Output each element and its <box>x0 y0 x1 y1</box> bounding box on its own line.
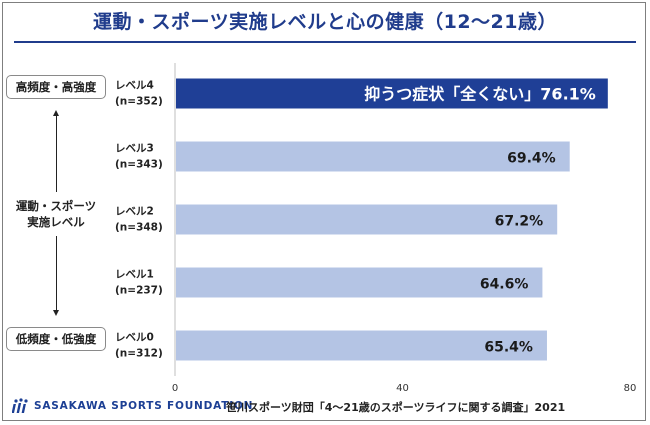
scale-arrow-line-bottom <box>56 236 57 311</box>
data-label: 65.4% <box>484 340 533 356</box>
title-underline <box>14 41 636 43</box>
foundation-logo: SASAKAWA SPORTS FOUNDATION <box>12 398 253 414</box>
source-note: 笹川スポーツ財団「4～21歳のスポーツライフに関する調査」2021 <box>226 401 566 414</box>
low-intensity-box: 低頻度・低強度 <box>6 327 106 351</box>
bar-レベル4 <box>176 78 608 109</box>
x-tick-label: 80 <box>624 383 637 394</box>
category-label: レベル3 <box>115 143 154 155</box>
data-label: 69.4% <box>507 151 556 167</box>
category-label: レベル1 <box>115 269 154 281</box>
category-label: レベル0 <box>115 332 154 344</box>
low-intensity-label: 低頻度・低強度 <box>15 332 97 346</box>
sample-size-label: (n=352) <box>115 96 163 108</box>
sample-size-label: (n=343) <box>115 159 163 171</box>
high-intensity-box: 高頻度・高強度 <box>6 75 106 99</box>
high-intensity-label: 高頻度・高強度 <box>15 80 97 94</box>
intensity-axis-label-line2: 実施レベル <box>27 215 85 229</box>
foundation-logo-text: SASAKAWA SPORTS FOUNDATION <box>34 400 254 412</box>
arrow-up-icon <box>53 110 59 116</box>
bar-レベル3 <box>176 141 570 172</box>
x-tick-label: 0 <box>172 383 178 394</box>
intensity-axis-label: 運動・スポーツ 実施レベル <box>6 198 106 230</box>
category-label: レベル4 <box>115 80 154 92</box>
chart-frame <box>2 2 646 421</box>
bar-レベル0 <box>176 330 547 361</box>
bar-レベル1 <box>176 267 543 298</box>
chart-title: 運動・スポーツ実施レベルと心の健康（12～21歳） <box>92 11 557 33</box>
sample-size-label: (n=312) <box>115 348 163 360</box>
category-label: レベル2 <box>115 206 154 218</box>
sample-size-label: (n=348) <box>115 222 163 234</box>
intensity-axis-label-line1: 運動・スポーツ <box>15 199 97 213</box>
highlight-data-label: 抑うつ症状「全くない」76.1% <box>364 85 596 104</box>
x-tick-label: 40 <box>396 383 409 394</box>
data-label: 64.6% <box>480 277 529 293</box>
scale-arrow-line-top <box>56 115 57 192</box>
arrow-down-icon <box>53 310 59 316</box>
bar-レベル2 <box>176 204 558 235</box>
sample-size-label: (n=237) <box>115 285 163 297</box>
data-label: 67.2% <box>495 214 544 230</box>
foundation-logo-icon <box>12 398 28 413</box>
